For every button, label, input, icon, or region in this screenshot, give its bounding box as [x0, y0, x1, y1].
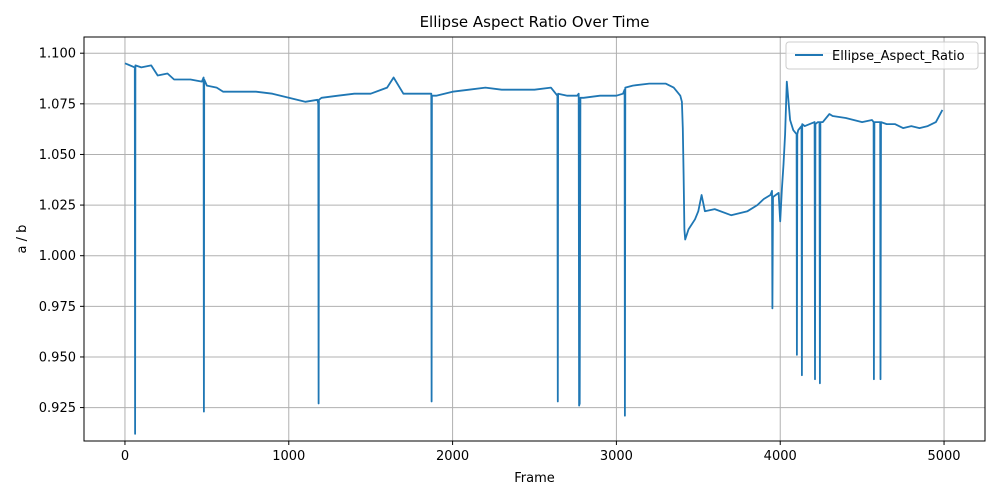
- x-tick-label: 4000: [764, 449, 797, 464]
- y-tick-label: 1.050: [39, 148, 76, 163]
- y-tick-label: 0.950: [39, 350, 76, 365]
- y-tick-label: 1.075: [39, 97, 76, 112]
- legend: Ellipse_Aspect_Ratio: [785, 41, 979, 70]
- x-tick-label: 2000: [436, 449, 469, 464]
- y-tick-label: 1.025: [39, 199, 76, 214]
- y-axis-label: a / b: [15, 225, 30, 254]
- series-layer: [124, 62, 944, 435]
- x-tick-label: 3000: [600, 449, 633, 464]
- x-axis: 0 1000 2000 3000 4000 5000: [121, 441, 961, 464]
- x-tick-label: 0: [121, 449, 129, 464]
- series-line: [124, 62, 944, 435]
- y-tick-label: 0.975: [39, 300, 76, 315]
- y-tick-label: 1.000: [39, 249, 76, 264]
- chart-title: Ellipse Aspect Ratio Over Time: [420, 13, 650, 31]
- y-tick-label: 1.100: [39, 47, 76, 62]
- x-axis-label: Frame: [514, 471, 555, 486]
- plot-frame: [83, 36, 986, 442]
- legend-label: Ellipse_Aspect_Ratio: [832, 49, 965, 64]
- x-tick-label: 1000: [272, 449, 305, 464]
- legend-box: [785, 41, 979, 70]
- y-tick-label: 0.925: [39, 401, 76, 416]
- y-axis: 0.925 0.950 0.975 1.000 1.025 1.050 1.075 1.100: [39, 47, 84, 416]
- x-tick-label: 5000: [927, 449, 960, 464]
